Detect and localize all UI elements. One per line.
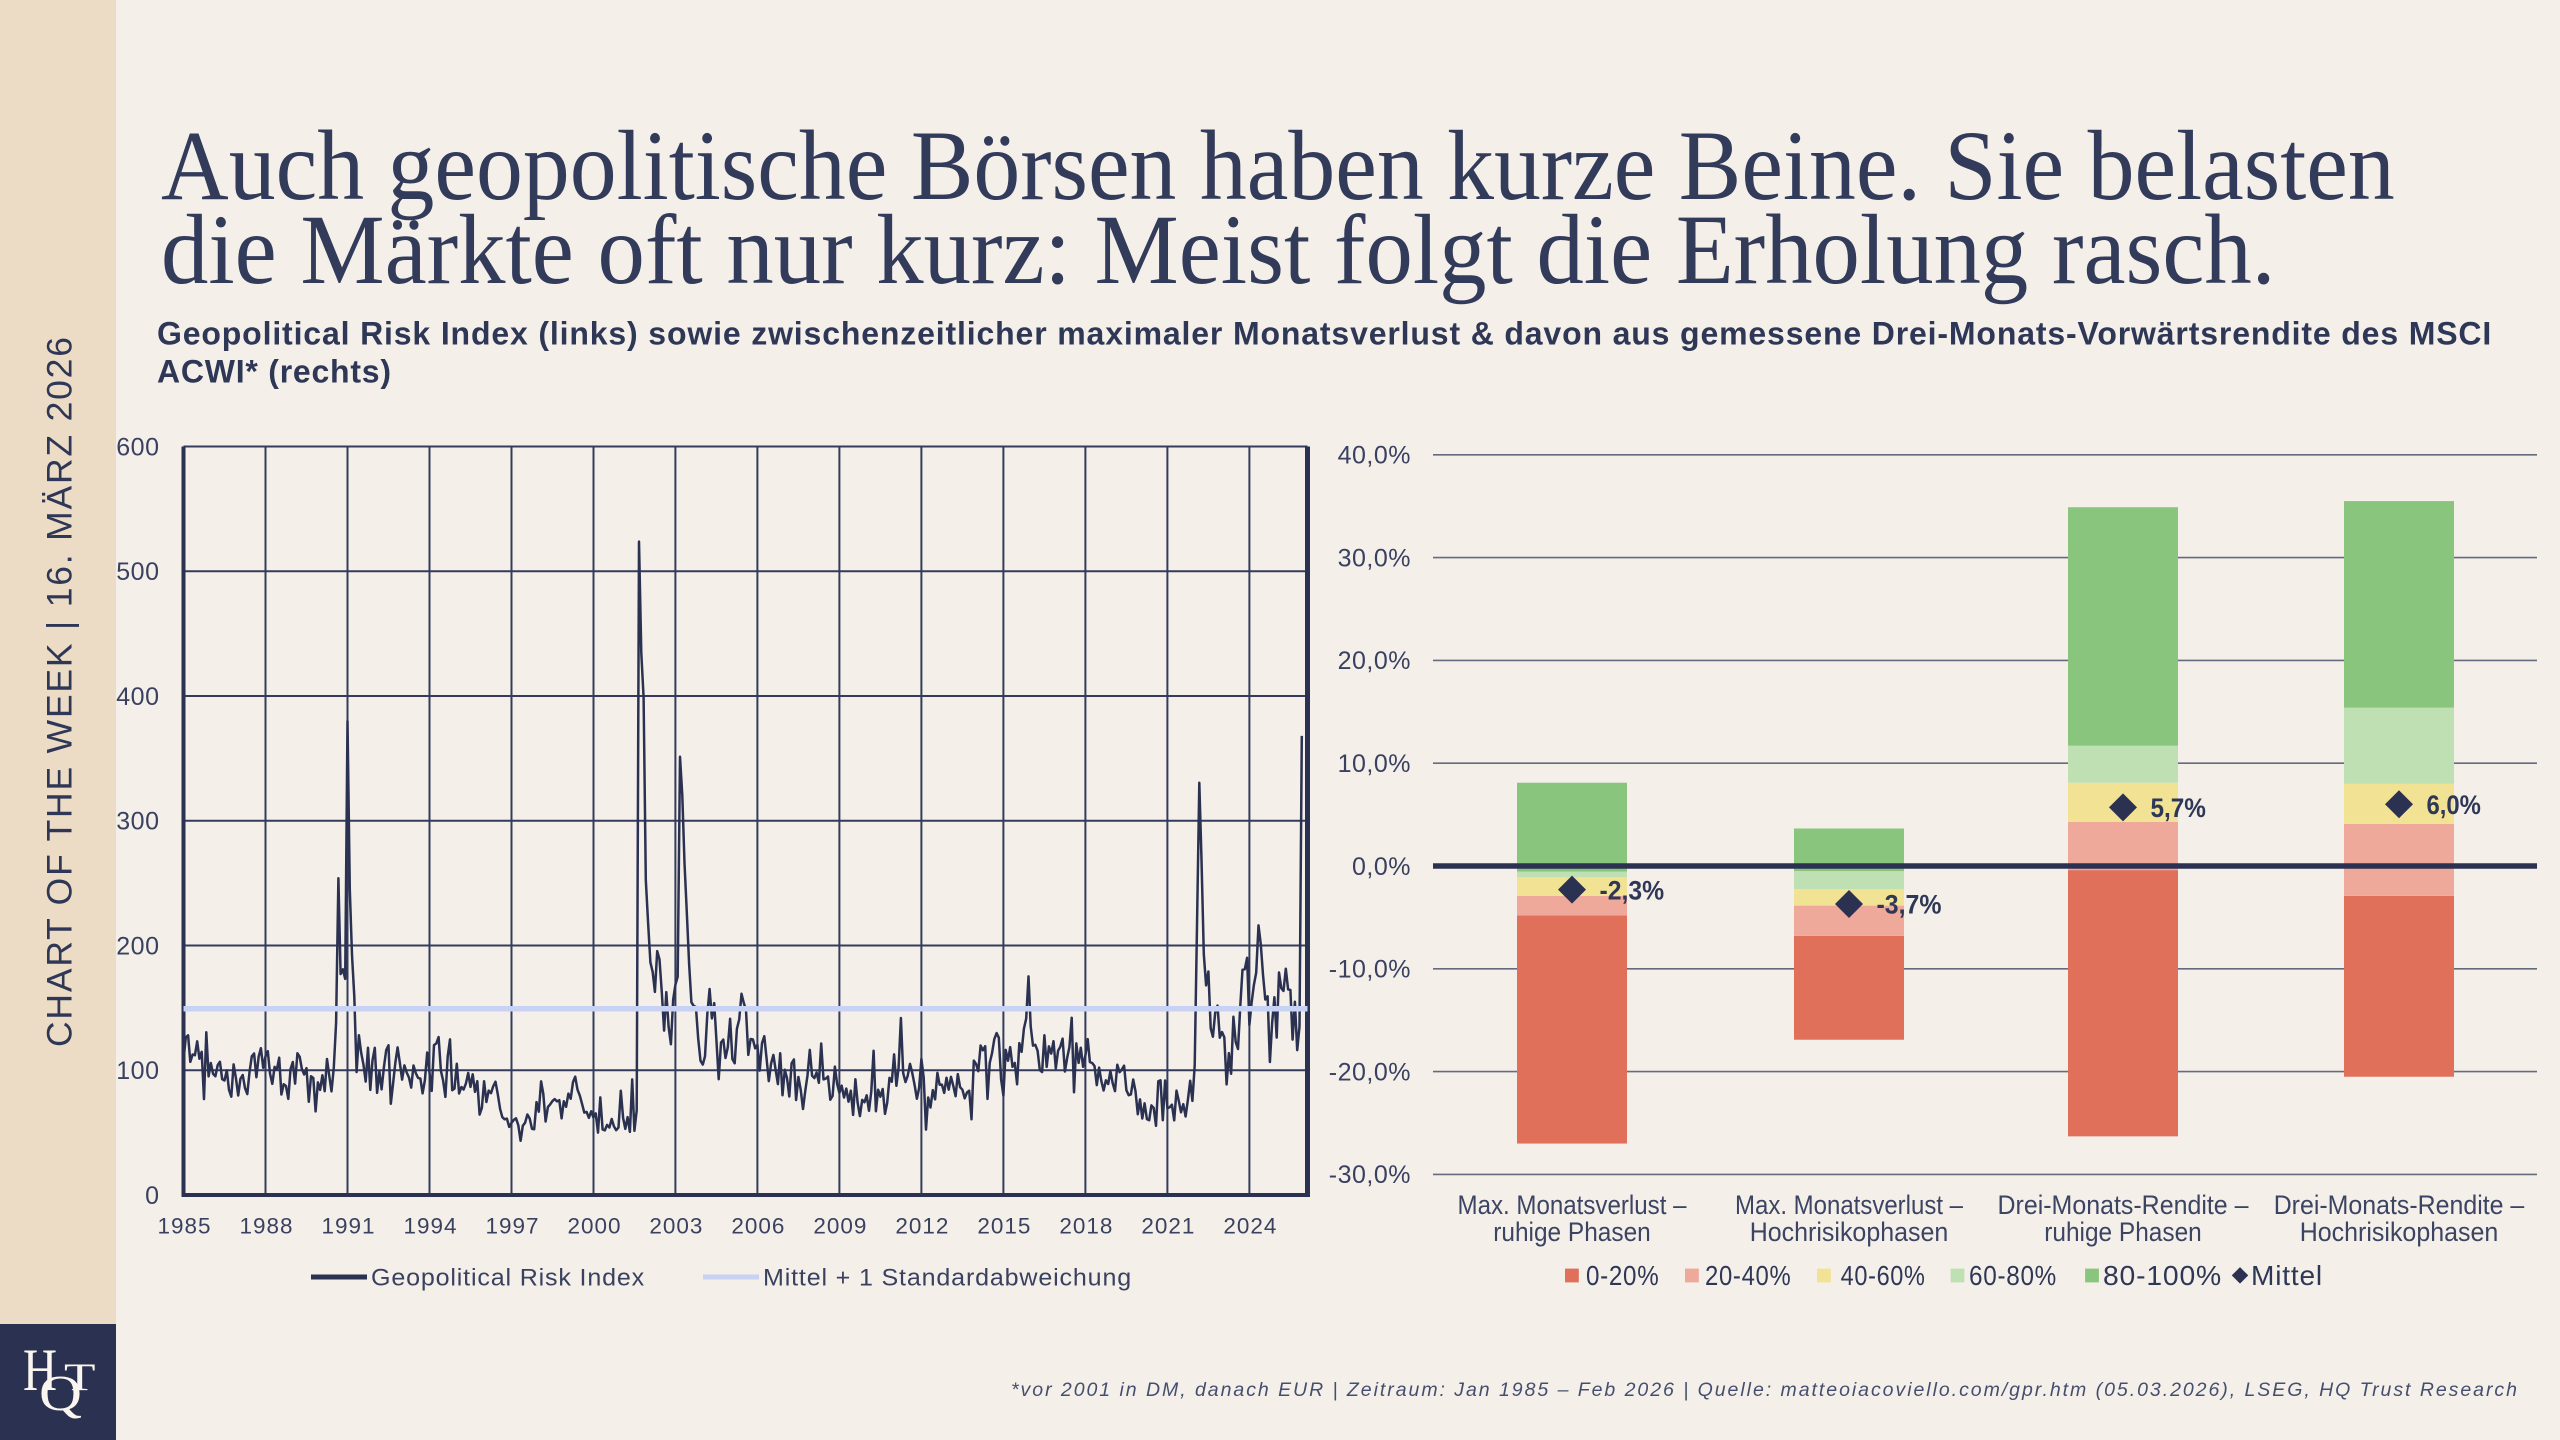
svg-text:ruhige Phasen: ruhige Phasen bbox=[1493, 1217, 1651, 1247]
svg-text:200: 200 bbox=[116, 932, 159, 960]
svg-text:0,0%: 0,0% bbox=[1352, 853, 1411, 881]
svg-text:2018: 2018 bbox=[1059, 1214, 1113, 1239]
svg-text:die Märkte oft nur kurz: Meist: die Märkte oft nur kurz: Meist folgt die… bbox=[161, 195, 2275, 306]
svg-text:300: 300 bbox=[116, 808, 159, 836]
svg-text:-30,0%: -30,0% bbox=[1329, 1161, 1411, 1189]
svg-text:*vor 2001 in DM, danach EUR |: *vor 2001 in DM, danach EUR | Zeitraum: … bbox=[1011, 1379, 2519, 1401]
svg-text:H: H bbox=[23, 1337, 57, 1403]
svg-text:Mittel: Mittel bbox=[2251, 1260, 2323, 1291]
svg-text:Max. Monatsverlust –: Max. Monatsverlust – bbox=[1735, 1190, 1963, 1220]
svg-text:Hochrisikophasen: Hochrisikophasen bbox=[1750, 1217, 1949, 1247]
svg-text:600: 600 bbox=[116, 433, 159, 461]
svg-text:20-40%: 20-40% bbox=[1705, 1260, 1791, 1291]
svg-text:Drei-Monats-Rendite –: Drei-Monats-Rendite – bbox=[2274, 1190, 2525, 1220]
svg-text:ruhige Phasen: ruhige Phasen bbox=[2044, 1217, 2202, 1247]
svg-text:-10,0%: -10,0% bbox=[1329, 956, 1411, 984]
svg-text:10,0%: 10,0% bbox=[1338, 750, 1411, 778]
svg-text:Geopolitical Risk Index (links: Geopolitical Risk Index (links) sowie zw… bbox=[157, 316, 2492, 352]
svg-text:2006: 2006 bbox=[731, 1214, 785, 1239]
svg-text:Hochrisikophasen: Hochrisikophasen bbox=[2300, 1217, 2499, 1247]
svg-text:1988: 1988 bbox=[239, 1214, 293, 1239]
svg-text:1991: 1991 bbox=[321, 1214, 375, 1239]
svg-text:80-100%: 80-100% bbox=[2103, 1260, 2222, 1291]
svg-text:40-60%: 40-60% bbox=[1841, 1260, 1926, 1291]
svg-text:30,0%: 30,0% bbox=[1338, 544, 1411, 572]
svg-text:2000: 2000 bbox=[567, 1214, 621, 1239]
svg-text:1994: 1994 bbox=[403, 1214, 457, 1239]
svg-text:2024: 2024 bbox=[1223, 1214, 1277, 1239]
svg-text:1985: 1985 bbox=[157, 1214, 211, 1239]
svg-text:100: 100 bbox=[116, 1057, 159, 1085]
svg-text:5,7%: 5,7% bbox=[2151, 793, 2206, 823]
svg-text:Auch geopolitische Börsen habe: Auch geopolitische Börsen haben kurze Be… bbox=[161, 110, 2395, 220]
svg-text:6,0%: 6,0% bbox=[2427, 790, 2481, 820]
svg-text:2009: 2009 bbox=[813, 1214, 867, 1239]
svg-text:2021: 2021 bbox=[1141, 1214, 1195, 1239]
svg-text:Drei-Monats-Rendite –: Drei-Monats-Rendite – bbox=[1998, 1190, 2249, 1220]
svg-text:ACWI* (rechts): ACWI* (rechts) bbox=[157, 354, 392, 390]
svg-text:Mittel + 1 Standardabweichung: Mittel + 1 Standardabweichung bbox=[763, 1264, 1132, 1291]
svg-text:CHART OF THE WEEK | 16. MÄRZ 2: CHART OF THE WEEK | 16. MÄRZ 2026 bbox=[40, 335, 80, 1047]
svg-text:Max. Monatsverlust –: Max. Monatsverlust – bbox=[1458, 1190, 1687, 1220]
svg-text:1997: 1997 bbox=[485, 1214, 539, 1239]
svg-text:0-20%: 0-20% bbox=[1586, 1260, 1659, 1291]
svg-text:2015: 2015 bbox=[977, 1214, 1031, 1239]
svg-text:2012: 2012 bbox=[895, 1214, 949, 1239]
svg-text:60-80%: 60-80% bbox=[1969, 1260, 2057, 1291]
svg-text:2003: 2003 bbox=[649, 1214, 703, 1239]
svg-text:Q: Q bbox=[39, 1366, 82, 1422]
svg-text:400: 400 bbox=[116, 683, 159, 711]
svg-text:T: T bbox=[64, 1355, 96, 1399]
svg-text:20,0%: 20,0% bbox=[1338, 647, 1411, 675]
svg-text:0: 0 bbox=[145, 1182, 159, 1210]
svg-text:-3,7%: -3,7% bbox=[1877, 890, 1942, 920]
svg-text:-20,0%: -20,0% bbox=[1329, 1058, 1411, 1086]
svg-text:500: 500 bbox=[116, 558, 159, 586]
svg-text:40,0%: 40,0% bbox=[1338, 442, 1411, 470]
svg-text:-2,3%: -2,3% bbox=[1600, 875, 1665, 905]
svg-text:Geopolitical Risk Index: Geopolitical Risk Index bbox=[371, 1264, 645, 1291]
